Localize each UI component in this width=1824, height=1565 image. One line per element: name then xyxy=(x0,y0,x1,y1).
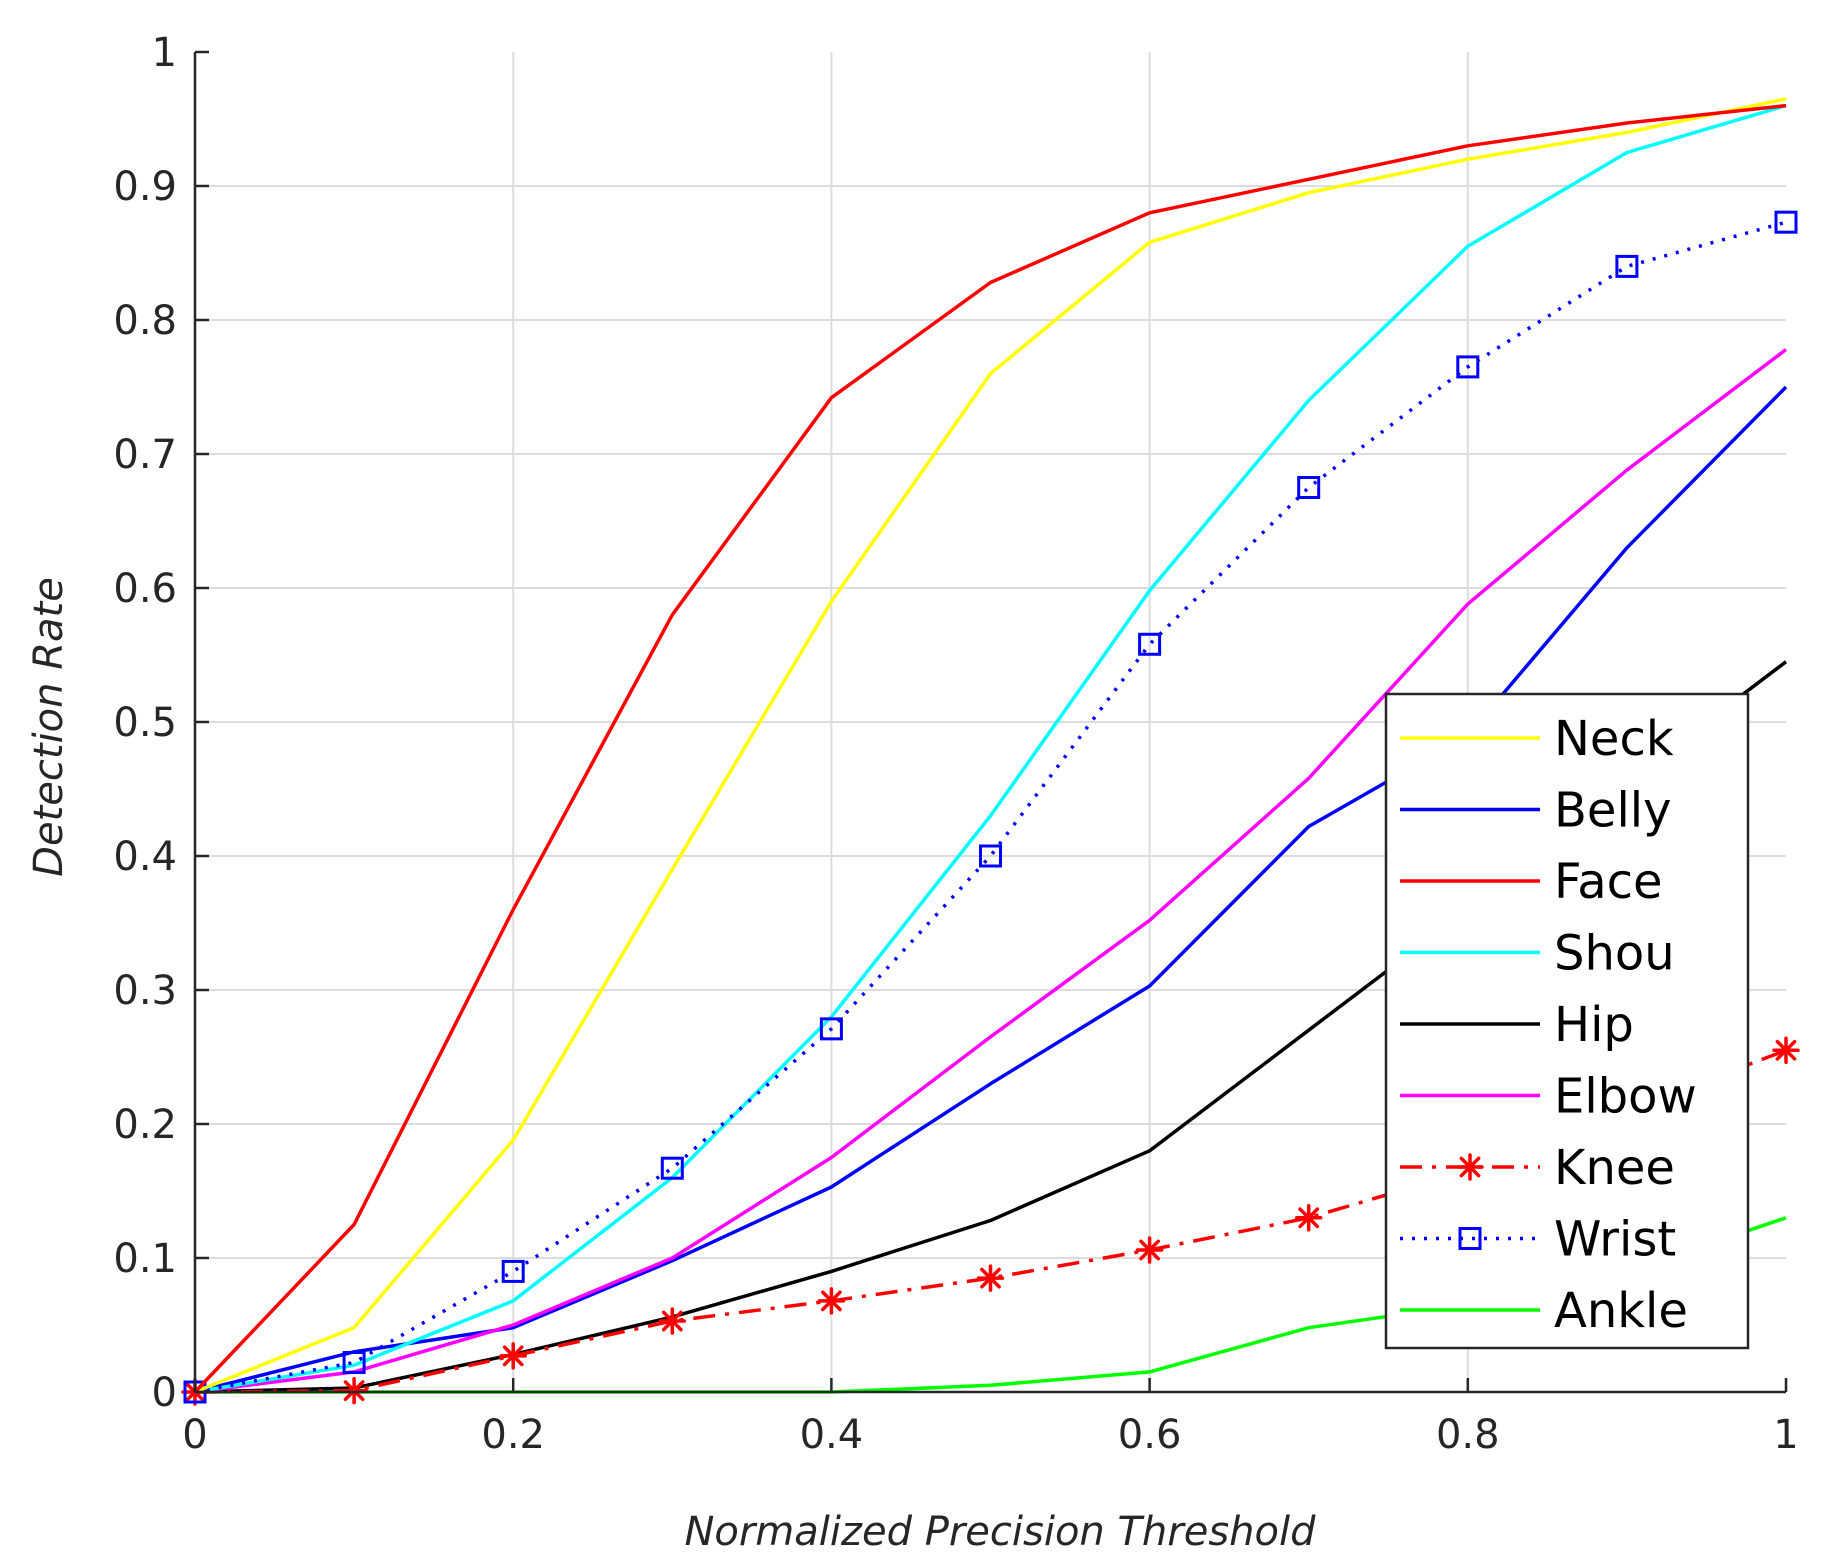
x-axis-ticks: 0 0.2 0.4 0.6 0.8 1 xyxy=(182,1378,1799,1458)
y-tick-label: 0.7 xyxy=(113,432,177,478)
legend-box xyxy=(1384,692,1750,1350)
y-axis-ticks: 0 0.1 0.2 0.3 0.4 0.5 0.6 0.7 0.8 0.9 1 xyxy=(113,30,209,1416)
grid-lines xyxy=(195,52,1786,1392)
series-line-belly xyxy=(194,385,1788,1394)
data-point-wrist xyxy=(1456,355,1480,379)
series-line-shou xyxy=(194,103,1787,1394)
data-point-wrist xyxy=(979,844,1002,868)
series-line-elbow xyxy=(194,348,1788,1394)
x-tick-label: 0.4 xyxy=(800,1412,864,1458)
legend-item-hip: Hip xyxy=(1400,997,1634,1053)
legend-marker xyxy=(1456,1153,1484,1181)
series-wrist xyxy=(183,210,1798,1404)
legend-marker xyxy=(1458,1227,1482,1250)
data-point-knee xyxy=(1294,1204,1323,1232)
data-point-knee xyxy=(658,1307,687,1335)
x-tick-label: 0.8 xyxy=(1436,1412,1500,1458)
x-tick-label: 0 xyxy=(182,1412,207,1458)
y-tick-label: 0.5 xyxy=(113,700,177,746)
legend-label: Neck xyxy=(1554,711,1674,767)
y-tick-label: 0.2 xyxy=(113,1102,177,1148)
series-face xyxy=(193,103,1787,1394)
x-tick-label: 1 xyxy=(1773,1412,1798,1458)
data-point-wrist xyxy=(342,1351,366,1375)
y-tick-label: 0.9 xyxy=(113,164,177,210)
data-point-wrist xyxy=(1615,254,1639,278)
legend-item-wrist: Wrist xyxy=(1400,1212,1676,1268)
legend-label: Shou xyxy=(1554,926,1675,982)
data-point-wrist xyxy=(1774,210,1798,234)
y-tick-label: 0.3 xyxy=(113,968,177,1014)
legend: Neck Belly Face Shou Hip Elbow Knee Wrist Ankle xyxy=(1384,692,1750,1350)
series-elbow xyxy=(194,348,1788,1394)
data-point-knee xyxy=(1772,1036,1800,1065)
legend-item-face: Face xyxy=(1400,854,1663,910)
series-line-face xyxy=(193,103,1787,1394)
series-neck xyxy=(194,97,1787,1394)
legend-label: Wrist xyxy=(1554,1212,1676,1268)
y-tick-label: 0.6 xyxy=(113,566,177,612)
y-tick-label: 0.1 xyxy=(113,1236,177,1282)
legend-item-neck: Neck xyxy=(1400,711,1674,767)
x-tick-label: 0.6 xyxy=(1118,1412,1182,1458)
data-point-wrist xyxy=(819,1017,843,1041)
data-point-wrist xyxy=(1297,476,1321,499)
y-tick-label: 0.4 xyxy=(113,834,177,880)
series-belly xyxy=(194,385,1788,1394)
x-tick-label: 0.2 xyxy=(481,1412,545,1458)
x-axis-title: Normalized Precision Threshold xyxy=(684,1509,1316,1555)
legend-item-belly: Belly xyxy=(1400,783,1672,839)
legend-label: Ankle xyxy=(1554,1283,1688,1339)
series-shou xyxy=(194,103,1787,1394)
data-point-knee xyxy=(499,1342,527,1370)
data-point-knee xyxy=(817,1287,846,1315)
data-point-knee xyxy=(340,1376,368,1405)
series-line-neck xyxy=(194,97,1787,1394)
data-point-wrist xyxy=(1138,632,1162,656)
legend-label: Face xyxy=(1554,854,1663,910)
legend-label: Belly xyxy=(1554,783,1672,839)
legend-item-knee: Knee xyxy=(1400,1140,1675,1196)
legend-item-shou: Shou xyxy=(1400,926,1675,982)
legend-label: Knee xyxy=(1554,1140,1675,1196)
legend-item-ankle: Ankle xyxy=(1400,1283,1688,1339)
legend-item-elbow: Elbow xyxy=(1400,1069,1697,1125)
legend-label: Hip xyxy=(1554,997,1634,1053)
legend-label: Elbow xyxy=(1554,1069,1697,1125)
data-point-knee xyxy=(1135,1236,1164,1264)
data-point-wrist xyxy=(501,1259,525,1283)
y-tick-label: 0 xyxy=(152,1370,177,1416)
data-point-wrist xyxy=(660,1156,684,1180)
data-point-knee xyxy=(976,1264,1005,1292)
y-axis-title: Detection Rate xyxy=(26,577,72,877)
y-tick-label: 0.8 xyxy=(113,298,177,344)
y-tick-label: 1 xyxy=(152,30,177,76)
